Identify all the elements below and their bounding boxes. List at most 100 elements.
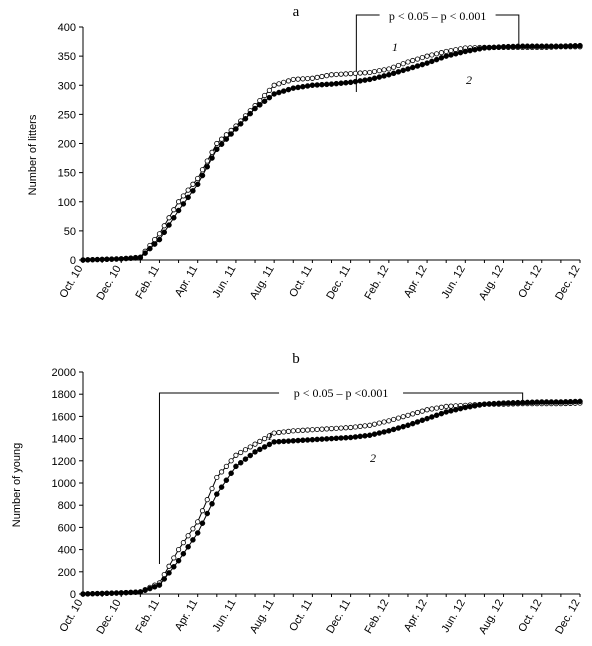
series-2-point [319, 81, 325, 88]
x-tick-label: Apr. 11 [173, 264, 200, 299]
series-2-point [300, 83, 306, 90]
series-1-point [223, 132, 229, 138]
panel-a-ylabel: Number of litters [27, 114, 39, 195]
series-1-point [290, 428, 296, 434]
series-2-point [108, 256, 115, 262]
series-2-point [113, 590, 120, 596]
series-2-point [180, 201, 187, 207]
series-2-point [276, 438, 282, 445]
series-1-point [209, 485, 215, 492]
series-2-point [94, 590, 101, 597]
series-2-point [543, 43, 550, 49]
series-1-point [166, 215, 172, 221]
series-2-point [457, 405, 464, 412]
series-2-point [161, 576, 167, 582]
y-tick-label: 1800 [52, 389, 76, 401]
series-1-point [195, 175, 201, 182]
series-2-point [290, 85, 297, 91]
series-2-point [429, 58, 435, 65]
series-2-point [553, 43, 559, 49]
panel-a-annotation-text: p < 0.05 – p < 0.001 [389, 9, 487, 23]
series-1-point [276, 429, 282, 436]
series-1-point [405, 412, 411, 418]
series-1-point [180, 193, 186, 199]
series-2-point [438, 55, 445, 61]
panel-b: b Number of young 0 200 400 600 800 1000 1200 1… [11, 351, 583, 636]
series-2-point [190, 537, 196, 543]
x-tick-label: Apr. 11 [173, 598, 200, 633]
series-2-point [323, 81, 330, 88]
y-tick-label: 0 [70, 255, 76, 267]
series-2-point [266, 441, 273, 448]
series-2-point [414, 63, 421, 69]
series-2-point [395, 425, 402, 431]
series-2-point [218, 141, 225, 147]
series-1-point [352, 70, 358, 76]
series-1-point [295, 427, 301, 434]
series-1-point [257, 438, 263, 444]
series-2-point [572, 398, 578, 405]
panel-a: a Number of litters 0 50 100 150 200 250 300 35… [27, 4, 583, 302]
series-1-point [419, 54, 425, 61]
series-2-point [209, 501, 215, 507]
series-2-point [558, 399, 564, 405]
series-2-point [567, 43, 574, 49]
series-2-point [171, 564, 177, 570]
series-1-point [266, 87, 272, 93]
y-tick-label: 250 [58, 109, 76, 121]
series-2-point [462, 404, 469, 411]
series-2-point [85, 591, 91, 597]
series-2-point [366, 432, 373, 439]
series-2-point [123, 589, 129, 596]
series-2-point [166, 222, 172, 228]
panel-b-annotation-text: p < 0.05 – p <0.001 [294, 386, 389, 400]
series-1-point [328, 72, 335, 78]
series-1-point [362, 423, 368, 429]
series-1-point [152, 237, 158, 243]
series-1-point [295, 76, 301, 82]
series-2-point [534, 43, 540, 49]
series-2-point [338, 435, 344, 441]
series-2-point [194, 181, 201, 188]
series-2-point [223, 136, 230, 142]
series-2-point [433, 412, 440, 419]
series-2-point [400, 423, 406, 430]
x-tick-label: Aug. 11 [248, 264, 277, 302]
series-2-point [357, 433, 363, 440]
series-2-point [166, 570, 172, 576]
panel-a-series-1-label: 1 [392, 40, 398, 54]
series-1-point [410, 57, 416, 64]
series-1-point [429, 406, 435, 412]
series-2-point [185, 544, 191, 550]
series-2-point [261, 98, 268, 105]
series-2-point [548, 399, 555, 405]
series-2-point [276, 89, 282, 96]
series-2-point [214, 491, 220, 497]
series-1-point [371, 421, 378, 427]
series-2-point [333, 435, 340, 442]
series-2-point [524, 43, 531, 49]
series-2-point [472, 403, 478, 409]
series-2-point [510, 43, 516, 50]
series-2-point [539, 399, 545, 405]
series-1-point [257, 97, 263, 104]
panel-b-series-1-label: 1 [267, 429, 273, 443]
series-1-point [266, 433, 272, 439]
series-1-point [338, 425, 344, 431]
series-1-point [438, 404, 445, 410]
series-1-point [424, 407, 430, 413]
x-tick-label: Dec. 12 [553, 264, 582, 303]
series-1-point [324, 426, 330, 432]
series-2-point [424, 415, 430, 422]
y-tick-label: 100 [58, 197, 76, 209]
series-2-point [204, 164, 210, 170]
y-tick-label: 800 [58, 500, 76, 512]
y-tick-label: 50 [64, 226, 76, 238]
series-2-point [132, 589, 139, 595]
series-1-point [190, 181, 196, 187]
series-2-point [99, 256, 105, 263]
series-2-point [362, 77, 368, 83]
series-2-point [257, 102, 263, 108]
series-2-point [562, 43, 569, 49]
series-2-point [314, 82, 320, 88]
